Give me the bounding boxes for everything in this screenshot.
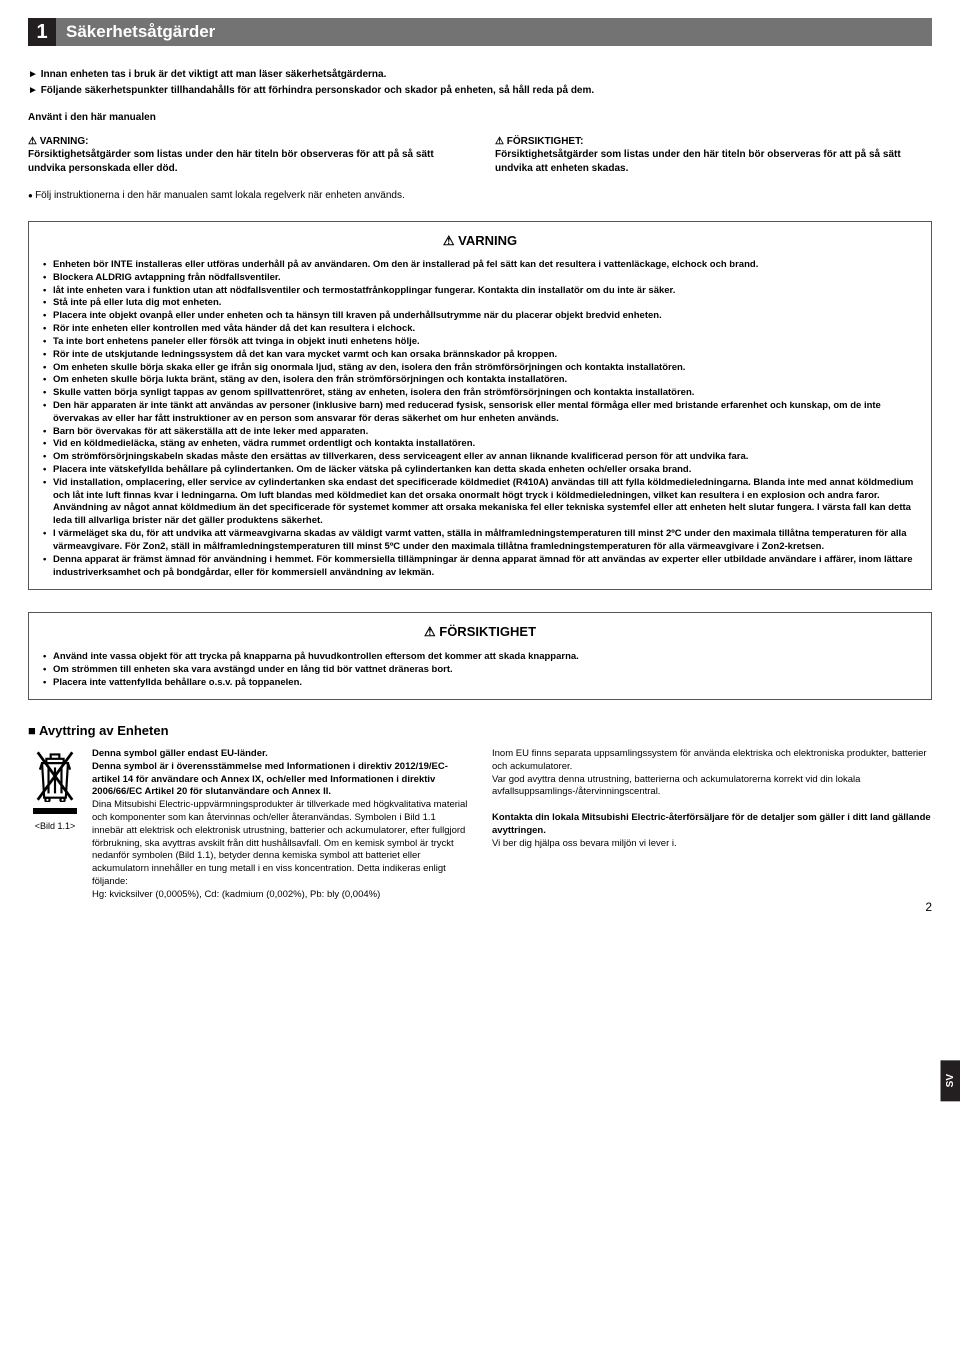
warning-item: Om strömförsörjningskabeln skadas måste … — [43, 451, 917, 464]
warning-item: Barn bör övervakas för att säkerställa a… — [43, 426, 917, 439]
disposal-left-p1: Denna symbol gäller endast EU-länder. — [92, 748, 468, 761]
warning-label: VARNING: — [28, 135, 465, 149]
caution-column: FÖRSIKTIGHET: Försiktighetsåtgärder som … — [495, 135, 932, 176]
warning-body: Försiktighetsåtgärder som listas under d… — [28, 148, 465, 175]
warning-item: Ta inte bort enhetens paneler eller förs… — [43, 336, 917, 349]
section-number: 1 — [28, 18, 56, 46]
caution-item: Om strömmen till enheten ska vara avstän… — [43, 664, 917, 677]
disposal-right-text: Inom EU finns separata uppsamlingssystem… — [492, 748, 932, 902]
warning-column: VARNING: Försiktighetsåtgärder som lista… — [28, 135, 465, 176]
weee-symbol: <Bild 1.1> — [28, 748, 82, 902]
warning-item: Denna apparat är främst ämnad för använd… — [43, 554, 917, 580]
warning-item: I värmeläget ska du, för att undvika att… — [43, 528, 917, 554]
caution-list: Använd inte vassa objekt för att trycka … — [43, 651, 917, 689]
warning-item: Rör inte de utskjutande ledningssystem d… — [43, 349, 917, 362]
warning-item: Blockera ALDRIG avtappning från nödfalls… — [43, 272, 917, 285]
section-title: Säkerhetsåtgärder — [56, 18, 932, 46]
caution-item: Använd inte vassa objekt för att trycka … — [43, 651, 917, 664]
warning-box-title: VARNING — [43, 232, 917, 250]
disposal-block: <Bild 1.1> Denna symbol gäller endast EU… — [28, 748, 932, 902]
caution-label: FÖRSIKTIGHET: — [495, 135, 932, 149]
warn-caution-columns: VARNING: Försiktighetsåtgärder som lista… — [28, 135, 932, 176]
disposal-right-p3: Kontakta din lokala Mitsubishi Electric-… — [492, 812, 932, 838]
manual-used-heading: Använt i den här manualen — [28, 111, 932, 125]
caution-box: FÖRSIKTIGHET Använd inte vassa objekt fö… — [28, 612, 932, 700]
warning-item: Stå inte på eller luta dig mot enheten. — [43, 297, 917, 310]
warning-item: Vid en köldmedieläcka, stäng av enheten,… — [43, 438, 917, 451]
disposal-left-p3: Dina Mitsubishi Electric-uppvärmningspro… — [92, 799, 468, 889]
disposal-left-p4: Hg: kvicksilver (0,0005%), Cd: (kadmium … — [92, 889, 468, 902]
section-header: 1 Säkerhetsåtgärder — [28, 18, 932, 46]
trash-bin-icon — [33, 748, 77, 802]
warning-item: Den här apparaten är inte tänkt att anvä… — [43, 400, 917, 426]
warning-item: Placera inte vätskefyllda behållare på c… — [43, 464, 917, 477]
intro-block: Innan enheten tas i bruk är det viktigt … — [28, 68, 932, 97]
warning-item: låt inte enheten vara i funktion utan at… — [43, 285, 917, 298]
disposal-left-p2: Denna symbol är i överensstämmelse med I… — [92, 761, 468, 799]
warning-item: Om enheten skulle börja lukta bränt, stä… — [43, 374, 917, 387]
caution-item: Placera inte vattenfyllda behållare o.s.… — [43, 677, 917, 690]
warning-item: Placera inte objekt ovanpå eller under e… — [43, 310, 917, 323]
warning-box: VARNING Enheten bör INTE installeras ell… — [28, 221, 932, 591]
page-number: 2 — [925, 899, 932, 915]
caution-body: Försiktighetsåtgärder som listas under d… — [495, 148, 932, 175]
weee-image-label: <Bild 1.1> — [28, 820, 82, 832]
warning-item: Enheten bör INTE installeras eller utför… — [43, 259, 917, 272]
caution-box-title: FÖRSIKTIGHET — [43, 623, 917, 641]
disposal-left-text: Denna symbol gäller endast EU-länder. De… — [92, 748, 468, 902]
warning-item: Skulle vatten börja synligt tappas av ge… — [43, 387, 917, 400]
warning-item: Vid installation, omplacering, eller ser… — [43, 477, 917, 528]
disposal-heading: Avyttring av Enheten — [28, 722, 932, 740]
disposal-right-p2: Var god avyttra denna utrustning, batter… — [492, 774, 932, 800]
language-tab: SV — [941, 1060, 960, 1101]
follow-instructions-line: Följ instruktionerna i den här manualen … — [28, 189, 932, 203]
intro-line-2: Följande säkerhetspunkter tillhandahålls… — [28, 84, 932, 98]
disposal-right-p4: Vi ber dig hjälpa oss bevara miljön vi l… — [492, 838, 932, 851]
warning-item: Rör inte enheten eller kontrollen med vå… — [43, 323, 917, 336]
warning-list: Enheten bör INTE installeras eller utför… — [43, 259, 917, 579]
disposal-right-p1: Inom EU finns separata uppsamlingssystem… — [492, 748, 932, 774]
intro-line-1: Innan enheten tas i bruk är det viktigt … — [28, 68, 932, 82]
warning-item: Om enheten skulle börja skaka eller ge i… — [43, 362, 917, 375]
